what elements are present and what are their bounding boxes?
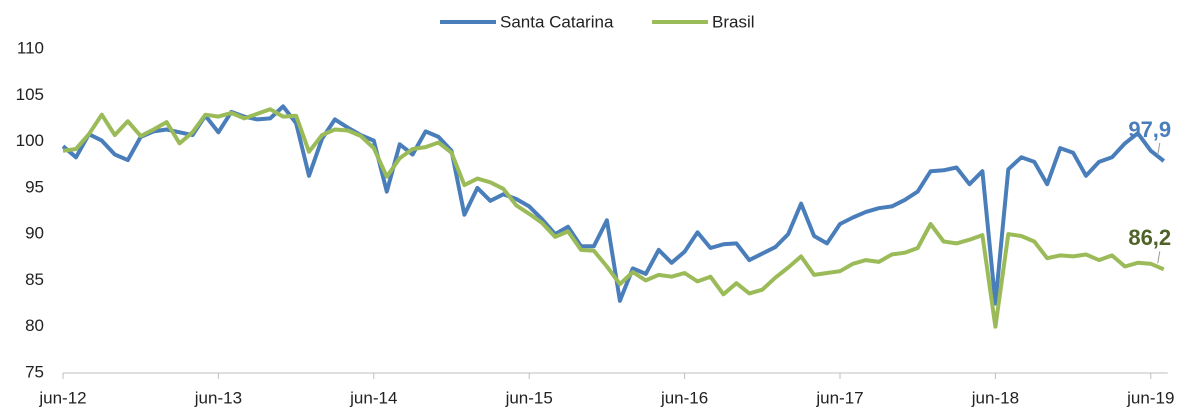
y-tick-label: 105	[16, 85, 44, 104]
legend-label: Santa Catarina	[500, 12, 614, 31]
y-tick-label: 80	[25, 316, 44, 335]
x-tick-label: jun-19	[1126, 388, 1174, 407]
legend-label: Brasil	[712, 12, 755, 31]
y-tick-label: 85	[25, 270, 44, 289]
x-tick-label: jun-17	[815, 388, 863, 407]
label-leader	[1157, 251, 1161, 264]
y-tick-label: 90	[25, 224, 44, 243]
y-tick-label: 100	[16, 131, 44, 150]
x-tick-label: jun-16	[660, 388, 708, 407]
label-leader	[1157, 142, 1161, 156]
x-tick-label: jun-18	[971, 388, 1019, 407]
y-tick-label: 95	[25, 177, 44, 196]
data-label: 86,2	[1128, 225, 1171, 250]
x-tick-label: jun-12	[38, 388, 86, 407]
y-tick-label: 110	[17, 38, 44, 57]
data-label: 97,9	[1128, 117, 1171, 142]
x-tick-label: jun-14	[349, 388, 397, 407]
x-tick-label: jun-13	[194, 388, 242, 407]
x-tick-label: jun-15	[505, 388, 553, 407]
y-tick-label: 75	[25, 362, 44, 381]
series-line	[62, 107, 1165, 329]
